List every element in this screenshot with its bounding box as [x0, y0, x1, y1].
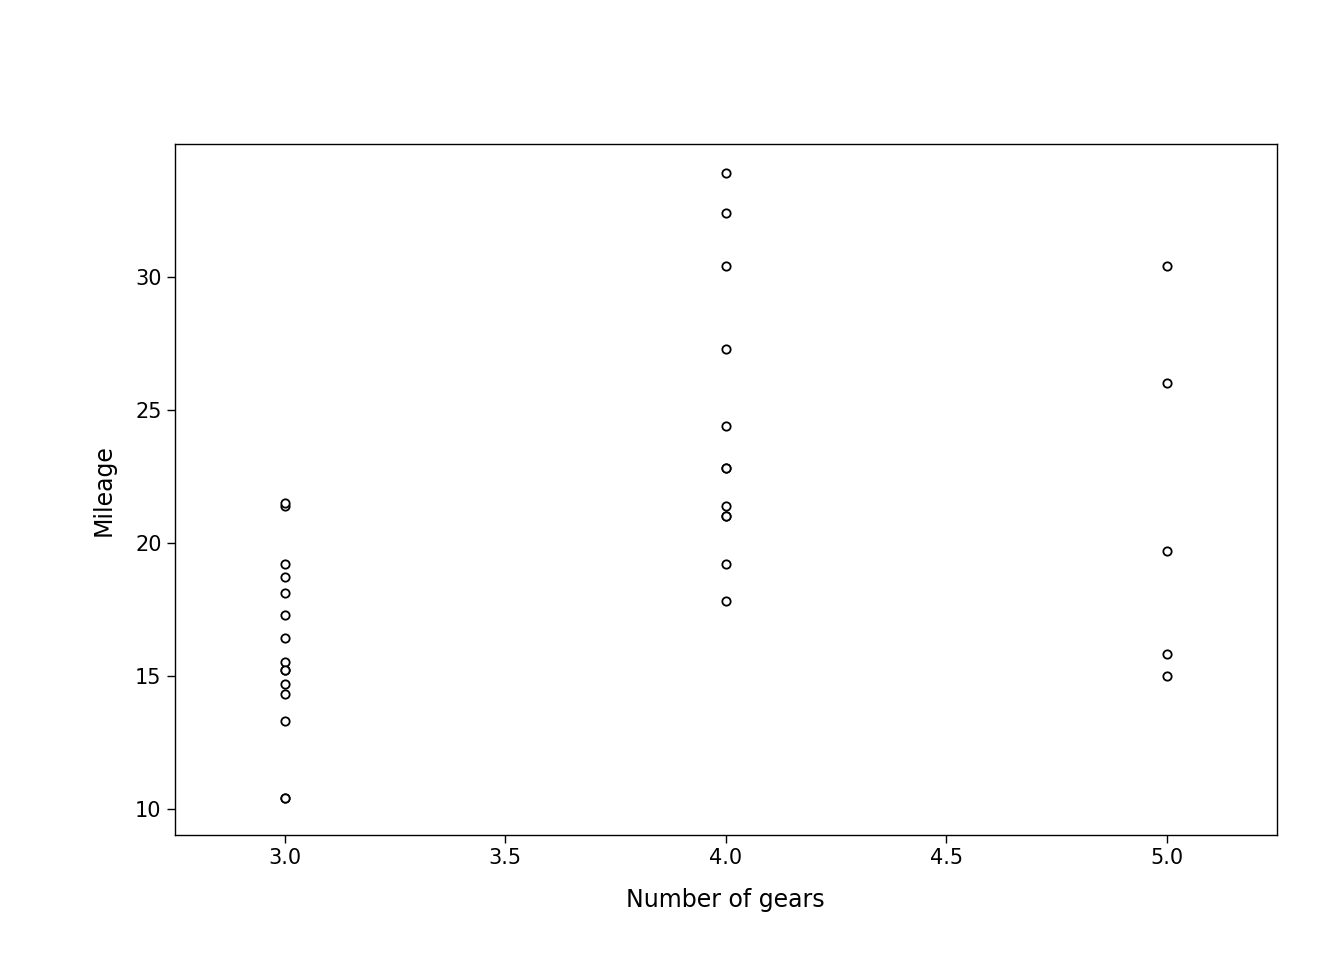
Y-axis label: Mileage: Mileage [91, 444, 116, 536]
Point [274, 662, 296, 678]
Point [715, 509, 737, 524]
Point [1156, 258, 1177, 274]
Point [274, 655, 296, 670]
Point [715, 509, 737, 524]
Point [715, 258, 737, 274]
Point [715, 419, 737, 434]
Point [274, 495, 296, 511]
Point [274, 713, 296, 729]
Point [1156, 543, 1177, 559]
Point [1156, 647, 1177, 662]
Point [274, 569, 296, 585]
Point [274, 662, 296, 678]
Point [274, 676, 296, 691]
Point [715, 461, 737, 476]
Point [1156, 375, 1177, 391]
Point [1156, 668, 1177, 684]
Point [715, 341, 737, 356]
Point [274, 607, 296, 622]
Point [715, 593, 737, 609]
Point [274, 790, 296, 805]
Point [715, 557, 737, 572]
Point [274, 686, 296, 702]
X-axis label: Number of gears: Number of gears [626, 888, 825, 912]
Point [274, 557, 296, 572]
Point [274, 631, 296, 646]
Point [274, 790, 296, 805]
Point [715, 461, 737, 476]
Point [715, 165, 737, 180]
Point [274, 498, 296, 514]
Point [715, 205, 737, 221]
Point [274, 586, 296, 601]
Point [715, 498, 737, 514]
